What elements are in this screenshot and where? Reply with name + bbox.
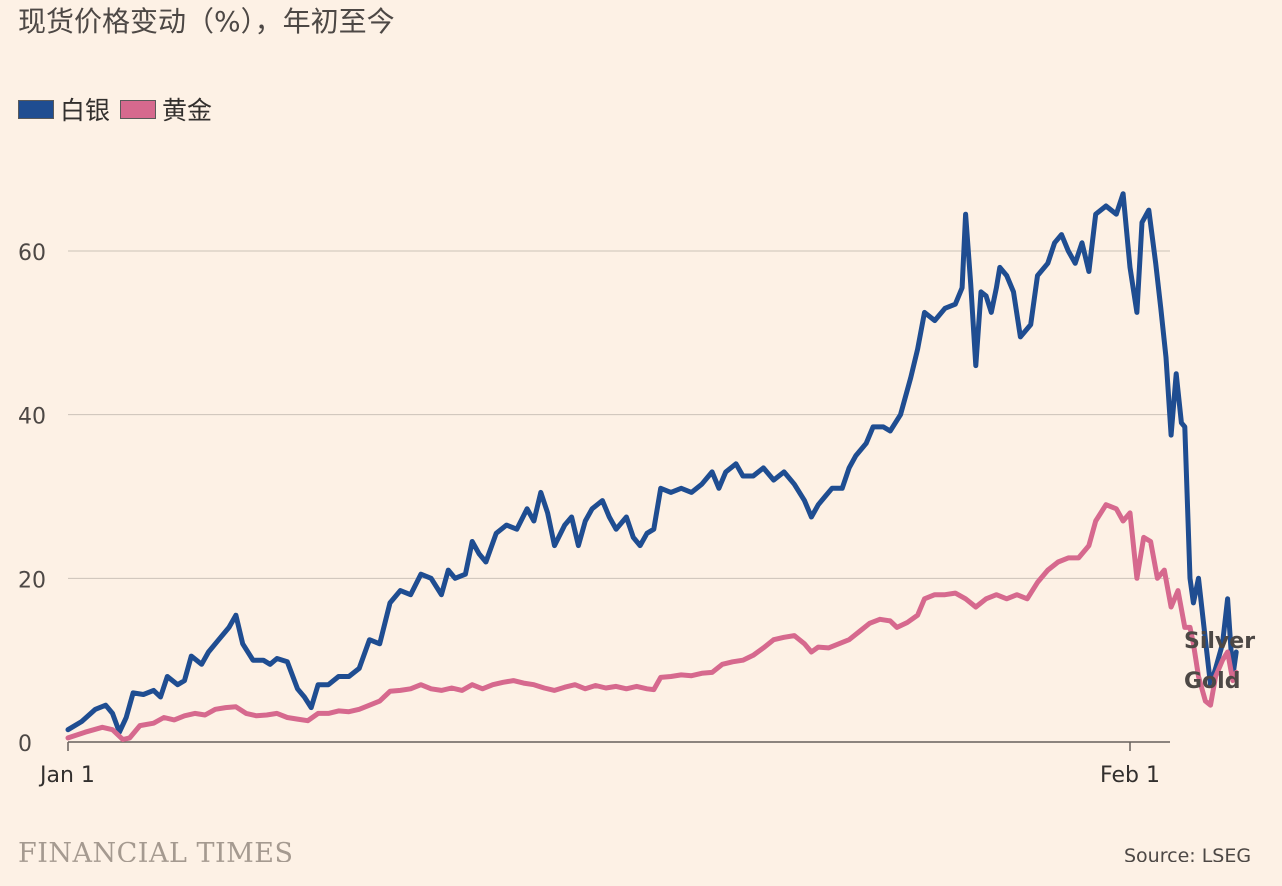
grid-layer	[68, 250, 1170, 579]
x-tick-label-0: Jan 1	[38, 763, 95, 788]
chart-legend: 白银 黄金	[18, 92, 212, 126]
legend-label-gold: 黄金	[162, 96, 213, 125]
legend-item-gold: 黄金	[120, 91, 212, 127]
y-tick-label-0: 0	[18, 732, 32, 757]
source-note: Source: LSEG	[1124, 845, 1252, 862]
series-layer	[65, 191, 1239, 742]
legend-swatch-silver	[18, 99, 54, 119]
ft-logo: FINANCIAL TIMES	[18, 838, 294, 862]
chart-title: 现货价格变动（%），年初至今	[18, 5, 395, 38]
legend-label-silver: 白银	[60, 96, 111, 125]
end-label-silver: Silver	[1184, 629, 1255, 654]
series-line-gold	[65, 502, 1239, 742]
legend-item-silver: 白银	[18, 91, 110, 127]
legend-swatch-gold	[120, 99, 157, 119]
y-tick-label-40: 40	[18, 405, 46, 430]
y-tick-label-20: 20	[18, 568, 46, 593]
label-layer: 0 20 40 60 Jan 1 Feb 1 Silver Gold	[18, 241, 1255, 788]
y-tick-label-60: 60	[18, 241, 46, 266]
end-label-gold: Gold	[1184, 669, 1240, 694]
axis-layer	[67, 741, 1170, 751]
series-line-silver	[65, 191, 1239, 735]
x-tick-label-1: Feb 1	[1100, 763, 1160, 788]
